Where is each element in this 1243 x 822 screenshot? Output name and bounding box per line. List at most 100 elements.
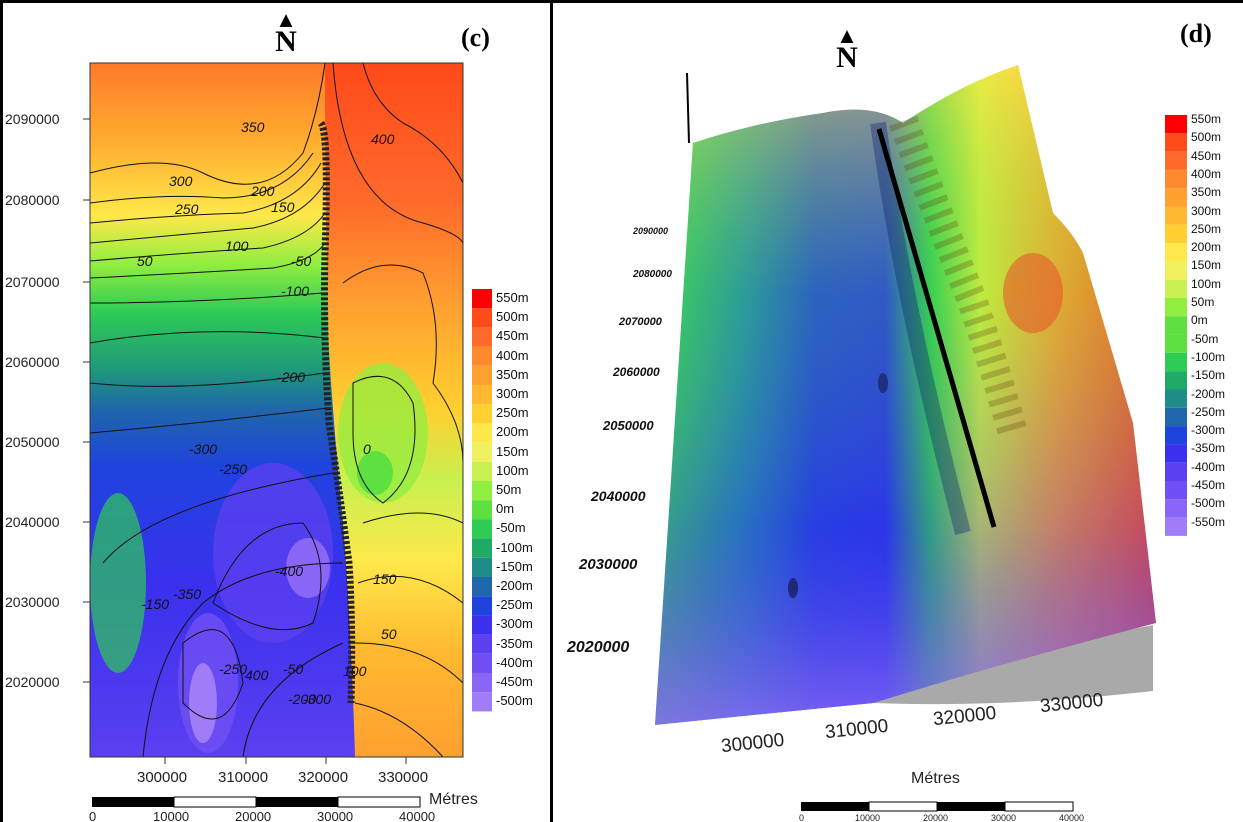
legend-swatch — [1165, 206, 1187, 225]
north-arrow-icon: ▲ N — [275, 7, 297, 58]
legend-label: 150m — [496, 443, 529, 459]
contour-label: -300 — [303, 691, 332, 707]
y-tick-label: 2020000 — [5, 674, 60, 690]
scale-tick: 0 — [89, 809, 97, 822]
scale-tick: 10000 — [153, 809, 190, 822]
legend-swatch — [472, 308, 492, 328]
legend-swatch — [1165, 334, 1187, 353]
legend-swatch — [472, 481, 492, 501]
legend-label: 100m — [496, 462, 529, 478]
legend-label: 400m — [1191, 166, 1222, 181]
legend-swatch — [1165, 517, 1187, 536]
legend-label: 350m — [1191, 185, 1222, 200]
legend-label: -250m — [496, 597, 533, 613]
legend-swatch — [1165, 499, 1187, 518]
legend-label: 300m — [496, 386, 529, 401]
legend-label: 450m — [1191, 148, 1222, 163]
scale-unit: Métres — [429, 791, 478, 808]
legend-swatch — [1165, 371, 1187, 390]
y-tick-label: 2060000 — [613, 365, 660, 379]
legend-label: -150m — [1191, 368, 1226, 383]
legend-swatch — [472, 365, 492, 385]
contour-label: 150 — [271, 199, 295, 215]
y-tick-label: 2080000 — [5, 192, 60, 208]
legend-swatch — [1165, 151, 1187, 170]
contour-label: 200 — [251, 183, 275, 199]
panel-label: (d) — [1180, 19, 1212, 48]
legend-swatch — [472, 673, 492, 693]
legend-label: -350m — [1191, 441, 1226, 456]
legend-label: -100m — [496, 539, 533, 555]
x-tick-label: 320000 — [298, 769, 349, 786]
legend-label: -550m — [1191, 514, 1226, 529]
legend-label: 200m — [1191, 240, 1222, 255]
legend-swatch — [1165, 261, 1187, 280]
legend-label: -500m — [1191, 496, 1226, 511]
legend-swatch — [1165, 389, 1187, 408]
y-tick-label: 2060000 — [5, 354, 60, 370]
scale-tick: 0 — [799, 813, 805, 822]
legend-swatch — [1165, 426, 1187, 445]
contour-label: 300 — [169, 173, 193, 189]
north-arrow-icon: ▲ N — [836, 23, 858, 74]
legend-label: -350m — [496, 635, 533, 651]
scale-tick: 20000 — [235, 809, 272, 822]
contour-label: 400 — [245, 667, 269, 683]
axis-unit-label: Métres — [911, 770, 960, 787]
scale-tick: 30000 — [991, 813, 1017, 822]
legend-swatch — [472, 557, 492, 577]
contour-label: 250 — [175, 201, 199, 217]
scale-tick: 10000 — [855, 813, 881, 822]
legend-swatch — [1165, 169, 1187, 189]
legend-label: -400m — [1191, 459, 1226, 474]
x-tick-label: 330000 — [378, 769, 429, 786]
legend-swatch — [472, 615, 492, 635]
legend-label: 200m — [496, 424, 529, 440]
legend-swatch — [472, 346, 492, 366]
contour-label: 100 — [343, 663, 367, 679]
legend-label: -50m — [496, 520, 526, 536]
legend-swatch — [472, 461, 492, 481]
legend-label: 250m — [496, 405, 529, 421]
legend-label: -100m — [1191, 349, 1226, 364]
y-tick-label: 2020000 — [567, 639, 630, 656]
legend-swatch — [1165, 298, 1187, 317]
legend-label: 250m — [1191, 221, 1222, 236]
legend-label: -300m — [496, 616, 533, 632]
legend-label: 50m — [496, 482, 522, 497]
surface-3d-map — [655, 65, 1187, 812]
legend-swatch — [472, 327, 492, 347]
contour-label: -250 — [219, 461, 248, 477]
contour-label: 50 — [137, 253, 153, 269]
legend-label: 350m — [496, 366, 529, 382]
legend-swatch — [1165, 279, 1187, 298]
elevation-legend — [1165, 115, 1187, 536]
y-tick-label: 2050000 — [5, 434, 60, 450]
legend-swatch — [472, 289, 492, 309]
legend-swatch — [472, 442, 492, 462]
legend-label: -450m — [1191, 478, 1226, 492]
contour-label: -200 — [288, 691, 317, 707]
legend-label: -500m — [496, 693, 533, 709]
y-tick-label: 2070000 — [619, 316, 662, 328]
contour-label: -50 — [291, 253, 312, 269]
legend-swatch — [1165, 462, 1187, 481]
legend-label: 450m — [496, 328, 529, 344]
legend-label: 0m — [1191, 313, 1208, 328]
legend-swatch — [1165, 316, 1187, 335]
x-tick-label: 310000 — [218, 769, 269, 786]
y-tick-label: 2080000 — [633, 269, 672, 280]
legend-label: 550m — [1191, 112, 1222, 126]
legend-swatch — [472, 634, 492, 654]
contour-label: 100 — [225, 238, 249, 254]
contour-label: -200 — [277, 369, 306, 385]
contour-label: -150 — [141, 596, 170, 612]
contour-label: -100 — [281, 283, 310, 299]
y-tick-label: 2040000 — [5, 514, 60, 530]
legend-label: -200m — [496, 578, 533, 593]
legend-swatch — [1165, 115, 1187, 134]
legend-swatch — [472, 423, 492, 443]
legend-swatch — [472, 385, 492, 405]
legend-label: 50m — [1191, 295, 1215, 309]
legend-label: 500m — [496, 309, 529, 325]
